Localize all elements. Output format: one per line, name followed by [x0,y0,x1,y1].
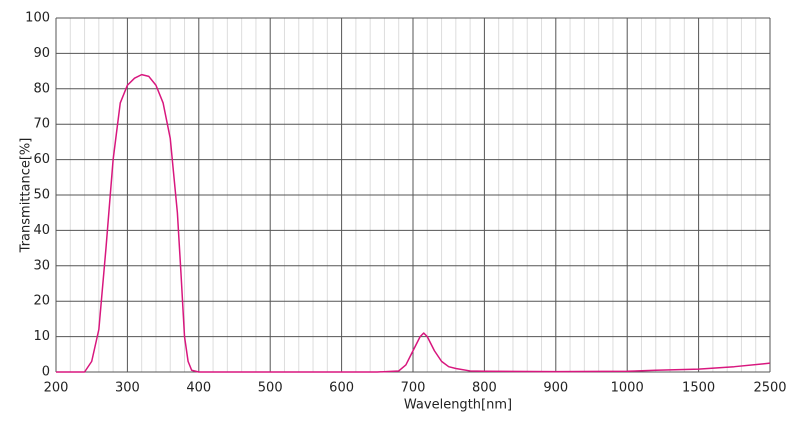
x-tick-label: 500 [258,381,283,396]
x-axis-title: Wavelength[nm] [404,398,512,413]
x-tick-label: 600 [329,381,354,396]
y-tick-label: 70 [33,117,50,132]
y-axis-title: Transmittance[%] [19,138,34,254]
y-tick-label: 80 [33,81,50,96]
x-tick-label: 900 [543,381,568,396]
y-tick-label: 0 [42,365,50,380]
line [56,73,771,373]
y-tick-label: 20 [33,294,50,309]
x-tick-label: 2500 [753,381,786,396]
y-tick-label: 60 [33,152,50,167]
y-tick-label: 30 [33,258,50,273]
y-tick-label: 10 [33,329,50,344]
y-tick-label: 40 [33,223,50,238]
y-tick-label: 50 [33,188,50,203]
x-tick-label: 700 [401,381,426,396]
x-tick-label: 400 [186,381,211,396]
x-tick-label: 800 [472,381,497,396]
y-tick-label: 100 [25,11,50,26]
x-tick-label: 300 [115,381,140,396]
x-tick-label: 1500 [682,381,715,396]
x-tick-label: 1000 [611,381,644,396]
x-tick-label: 200 [44,381,69,396]
y-tick-label: 90 [33,46,50,61]
